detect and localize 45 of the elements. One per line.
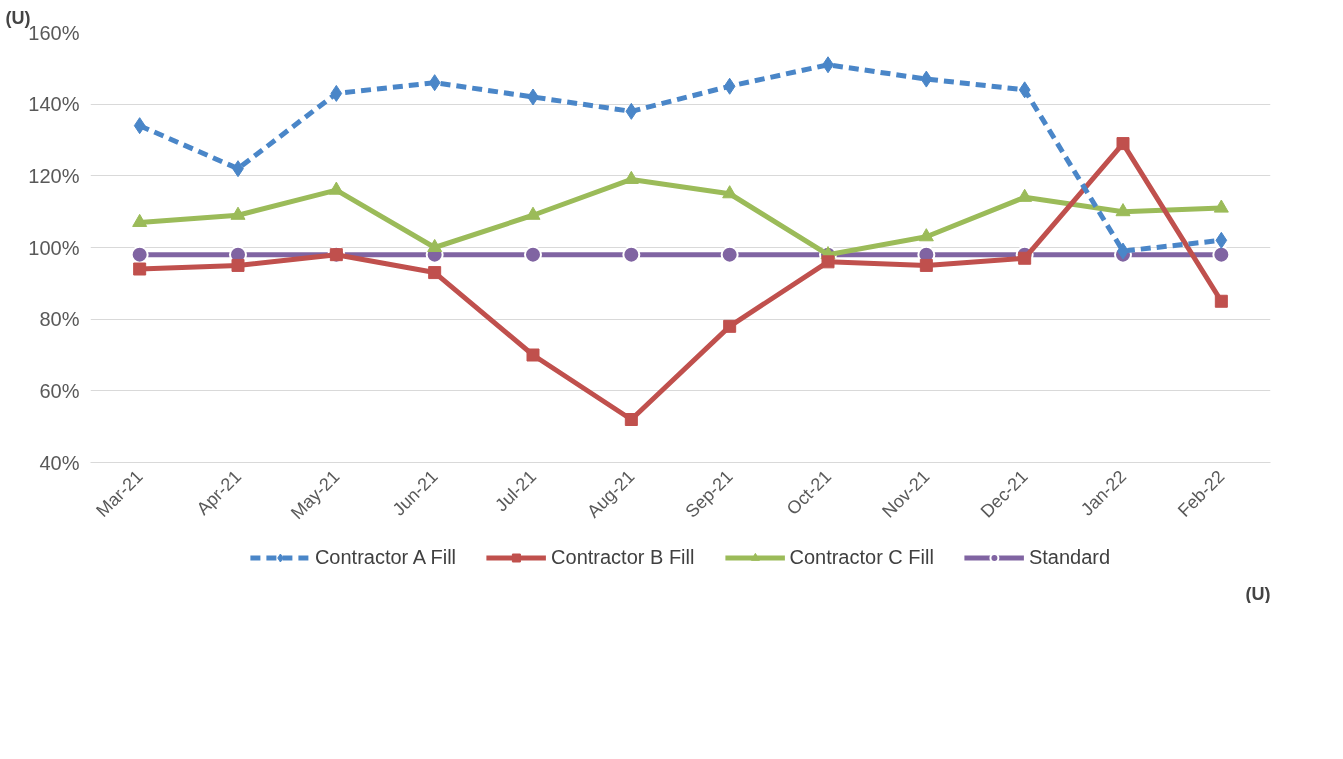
y-tick-label: 80% [39, 308, 80, 331]
y-tick-label: 40% [39, 451, 80, 474]
legend-label: Contractor C Fill [789, 545, 934, 569]
legend-label: Contractor B Fill [551, 545, 695, 569]
point [133, 262, 147, 276]
point [1018, 251, 1032, 265]
point [1213, 199, 1229, 213]
point [428, 74, 441, 92]
point [1116, 137, 1130, 151]
point [622, 245, 641, 264]
point [624, 413, 638, 426]
point [525, 206, 541, 220]
y-axis-title: (U) [5, 7, 31, 28]
point [328, 181, 344, 195]
point [723, 77, 736, 95]
point [920, 70, 933, 88]
point [330, 84, 343, 102]
legend-label: Standard [1028, 545, 1111, 569]
point [428, 266, 442, 280]
point [918, 228, 934, 242]
point [919, 258, 933, 272]
point [524, 245, 542, 264]
y-tick-label: 140% [28, 93, 80, 116]
point [231, 258, 245, 272]
y-tick-label: 60% [39, 379, 80, 402]
y-tick-label: 100% [28, 236, 80, 259]
point [1115, 203, 1131, 217]
point [133, 117, 146, 135]
legend-label: Contractor A Fill [314, 545, 457, 569]
point [821, 255, 835, 269]
point [720, 245, 739, 264]
point [132, 213, 148, 227]
y-tick-label: 120% [28, 164, 80, 187]
text: (U) [1245, 583, 1271, 604]
point [723, 319, 737, 333]
point [130, 245, 149, 264]
point [1215, 231, 1228, 249]
point [526, 348, 540, 362]
point [1212, 245, 1231, 264]
point [427, 238, 443, 253]
point [230, 206, 246, 220]
point [722, 185, 738, 199]
point [1018, 81, 1031, 99]
point [625, 102, 638, 120]
point [1214, 294, 1228, 308]
